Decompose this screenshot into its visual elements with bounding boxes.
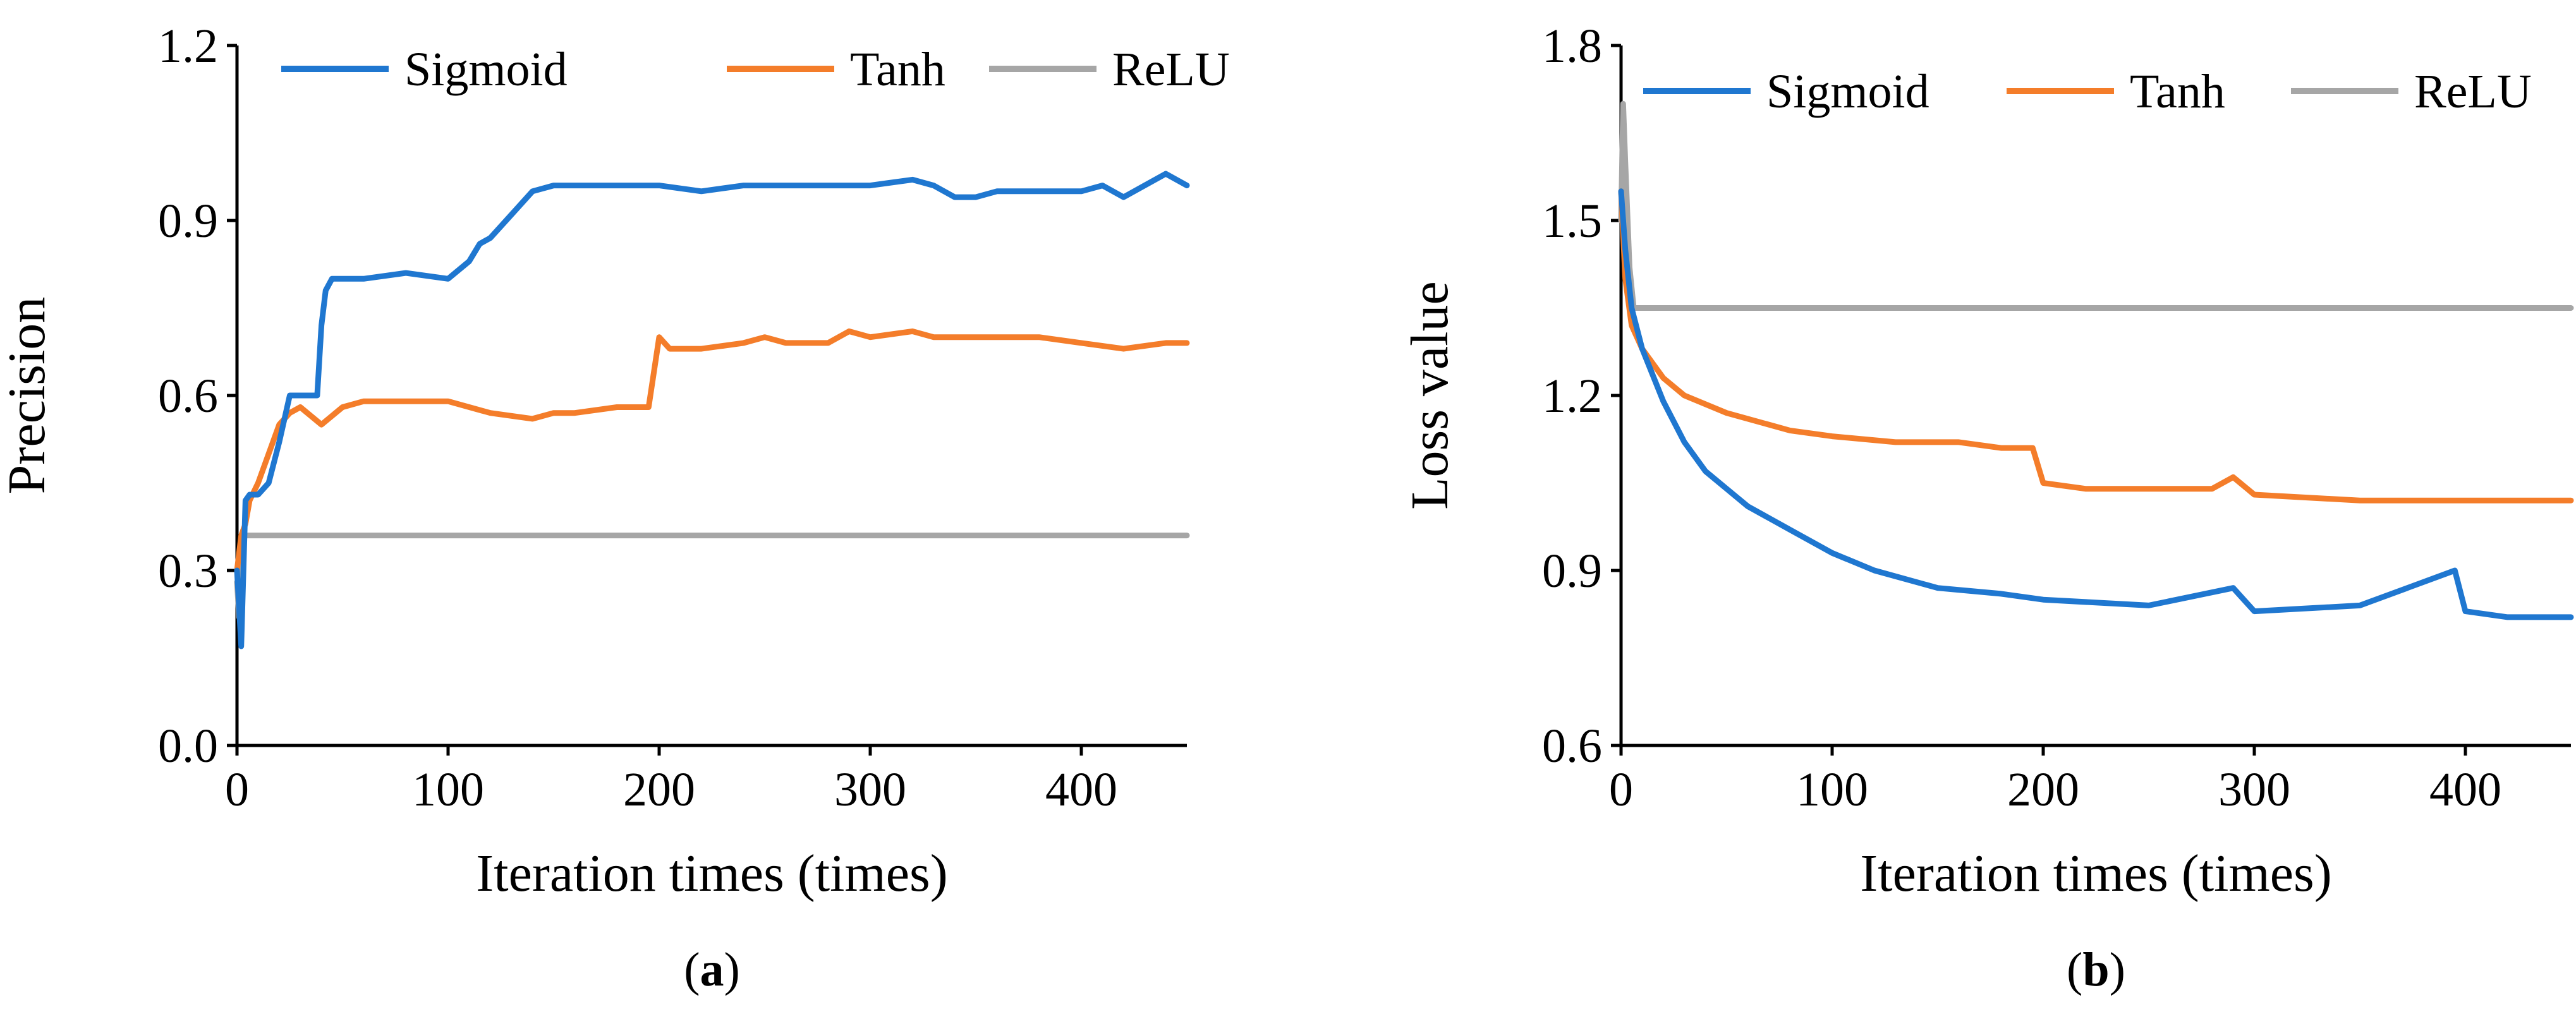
series-line-sigmoid — [1618, 188, 2574, 620]
x-tick-label: 400 — [2429, 763, 2501, 816]
y-axis-title: Loss value — [1400, 281, 1459, 510]
panel-label-close: ) — [724, 943, 740, 996]
x-axis-title: Iteration times (times) — [1860, 844, 2331, 903]
y-tick-label: 1.8 — [1542, 20, 1602, 73]
x-tick-label: 300 — [2218, 763, 2290, 816]
legend-label-relu: ReLU — [1112, 43, 1230, 96]
x-tick-label: 100 — [1796, 763, 1868, 816]
y-tick-label: 1.2 — [158, 20, 218, 73]
legend-label-tanh: Tanh — [850, 43, 945, 96]
panel-label: (b) — [2067, 943, 2125, 996]
y-tick-label: 1.2 — [1542, 370, 1602, 423]
chart-b: 0.6 0.9 1.2 1.5 1.8 0 100 200 300 400 Iteration ti… — [1400, 20, 2574, 996]
chart-a: 0.0 0.3 0.6 0.9 1.2 0 100 200 300 400 Iteration ti… — [0, 20, 1230, 996]
panel-label-letter: a — [700, 943, 724, 996]
panel-label-close: ) — [2110, 943, 2125, 996]
legend-label-relu: ReLU — [2414, 65, 2532, 118]
y-tick-label: 0.6 — [1542, 720, 1602, 773]
legend-label-sigmoid: Sigmoid — [1766, 65, 1929, 118]
panel-label: (a) — [684, 943, 740, 996]
y-tick-label: 1.5 — [1542, 195, 1602, 248]
y-tick-label: 0.3 — [158, 545, 218, 598]
x-tick-label: 0 — [225, 763, 249, 816]
series-line-relu — [1618, 100, 2574, 311]
x-axis-title: Iteration times (times) — [476, 844, 947, 903]
legend-label-sigmoid: Sigmoid — [404, 43, 568, 96]
x-tick-label: 0 — [1609, 763, 1633, 816]
y-tick-label: 0.9 — [158, 195, 218, 248]
x-tick-label: 300 — [834, 763, 906, 816]
x-tick-label: 400 — [1045, 763, 1117, 816]
y-tick-label: 0.0 — [158, 720, 218, 773]
series-line-tanh — [1618, 188, 2574, 503]
x-tick-label: 200 — [623, 763, 695, 816]
x-tick-label: 100 — [412, 763, 484, 816]
panel-label-open: ( — [2067, 943, 2082, 996]
series-line-relu — [234, 533, 1190, 620]
y-tick-label: 0.6 — [158, 370, 218, 423]
series-line-sigmoid — [234, 171, 1190, 649]
panel-label-letter: b — [2082, 943, 2109, 996]
panel-label-open: ( — [684, 943, 700, 996]
legend-label-tanh: Tanh — [2130, 65, 2225, 118]
x-tick-label: 200 — [2007, 763, 2079, 816]
y-axis-title: Precision — [0, 297, 56, 495]
y-tick-label: 0.9 — [1542, 545, 1602, 598]
